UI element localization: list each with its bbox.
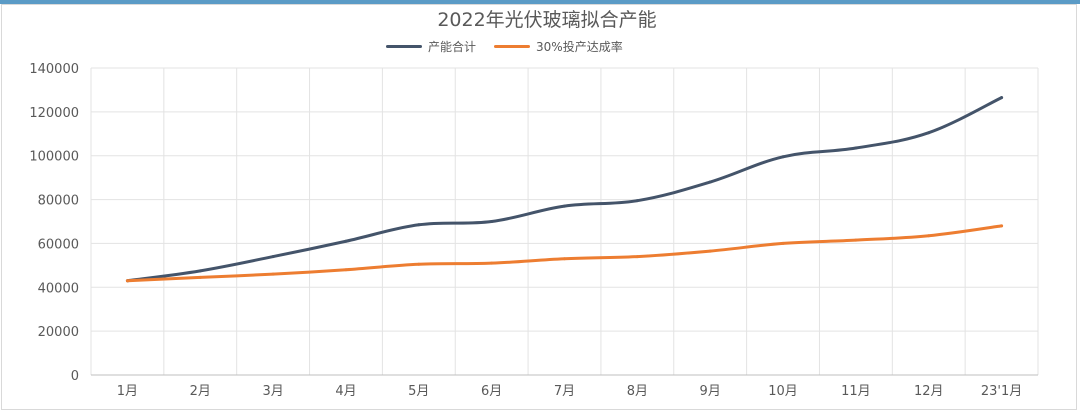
top-accent-bar	[0, 0, 1080, 4]
legend-swatch-30pct	[494, 45, 531, 48]
data-point-30pct	[635, 255, 639, 259]
data-point-total	[417, 223, 421, 227]
x-tick-label: 10月	[768, 384, 798, 399]
x-tick-label: 12月	[914, 384, 944, 399]
chart-title: 2022年光伏玻璃拟合产能	[437, 9, 657, 31]
data-point-total	[198, 269, 202, 273]
data-point-30pct	[708, 249, 712, 253]
data-point-30pct	[198, 275, 202, 279]
data-point-total	[490, 220, 494, 223]
data-point-total	[563, 204, 566, 208]
x-tick-label: 11月	[841, 384, 871, 399]
data-point-30pct	[927, 234, 931, 238]
x-tick-label: 23'1月	[981, 384, 1022, 399]
data-point-30pct	[271, 272, 275, 276]
y-tick-label: 40000	[38, 281, 79, 296]
x-tick-label: 2月	[190, 384, 211, 399]
y-tick-label: 0	[71, 369, 79, 384]
data-point-30pct	[417, 262, 421, 266]
legend-item-30pct: 30%投产达成率	[494, 38, 623, 55]
legend-label-30pct: 30%投产达成率	[536, 40, 623, 54]
y-tick-label: 20000	[38, 325, 79, 340]
y-tick-label: 60000	[38, 237, 79, 252]
series-line-total	[125, 96, 1004, 283]
data-point-total	[1000, 96, 1004, 100]
data-point-total	[344, 239, 348, 243]
y-tick-label: 100000	[29, 150, 79, 165]
data-point-total	[781, 155, 785, 159]
grid-layer	[90, 67, 1039, 376]
legend-swatch-total	[386, 45, 422, 48]
chart-frame	[1, 4, 1077, 410]
series-layer	[125, 96, 1004, 283]
x-tick-label: 5月	[408, 384, 429, 399]
data-point-30pct	[854, 238, 858, 242]
x-tick-label: 7月	[554, 384, 575, 399]
y-tick-label: 140000	[29, 62, 79, 77]
x-tick-label: 9月	[700, 384, 721, 399]
legend-label-total: 产能合计	[428, 40, 477, 54]
data-point-30pct	[563, 257, 566, 261]
data-point-total	[927, 131, 931, 135]
x-tick-label: 3月	[262, 384, 283, 399]
x-tick-label: 1月	[117, 384, 138, 399]
legend-item-total: 产能合计	[386, 38, 476, 55]
y-tick-label: 120000	[29, 106, 79, 121]
data-point-30pct	[1000, 224, 1004, 228]
data-point-total	[635, 199, 639, 203]
data-point-30pct	[125, 279, 129, 283]
data-point-total	[271, 255, 275, 259]
x-tick-label: 6月	[481, 384, 502, 399]
y-tick-label: 80000	[38, 194, 79, 209]
data-point-30pct	[781, 241, 785, 245]
x-tick-label: 8月	[627, 384, 648, 399]
axis-layer: 0 20000 40000 60000 80000 100000 120000 140000 1…	[29, 62, 1038, 399]
series-line-30pct	[125, 224, 1004, 283]
data-point-30pct	[490, 261, 494, 265]
data-point-total	[708, 180, 712, 184]
x-tick-label: 4月	[335, 384, 356, 399]
legend: 产能合计 30%投产达成率	[386, 38, 641, 55]
data-point-30pct	[344, 268, 348, 272]
data-point-total	[854, 146, 858, 150]
